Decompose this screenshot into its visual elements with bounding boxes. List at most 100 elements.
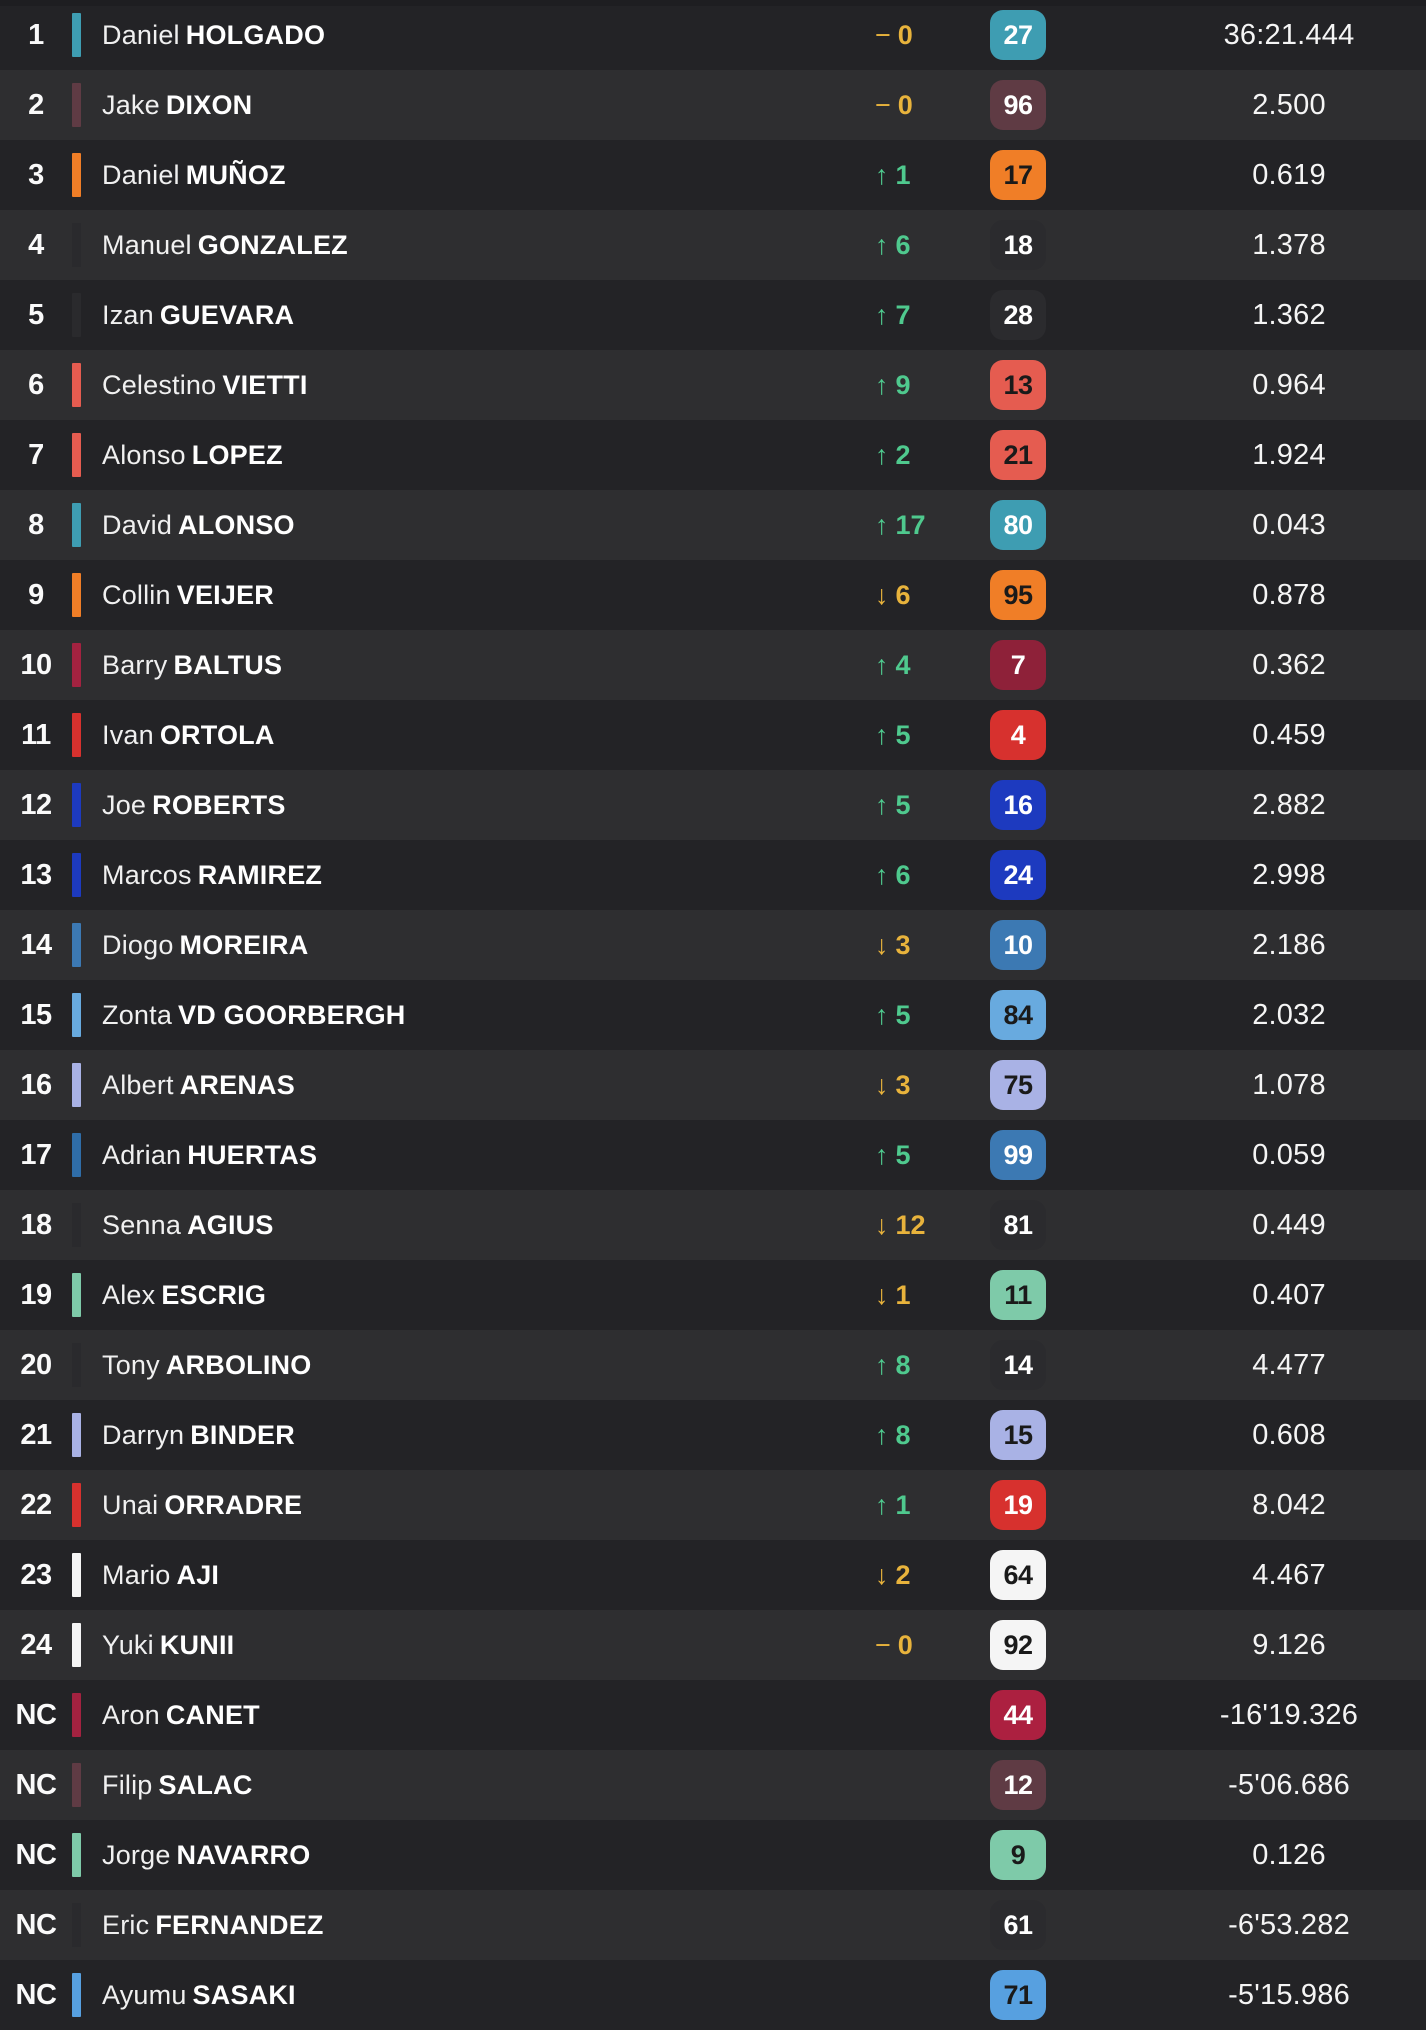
gap-time: 1.378	[1252, 228, 1326, 261]
position-label: 17	[20, 1138, 52, 1171]
rider-first-name: Collin	[102, 579, 171, 610]
rider-first-name: Adrian	[102, 1139, 182, 1170]
position-change-indicator: ↑ 1	[875, 1490, 948, 1521]
rider-name: Daniel MUÑOZ	[102, 160, 875, 191]
rider-last-name: DIXON	[165, 89, 253, 120]
rider-last-name: RAMIREZ	[197, 859, 323, 890]
result-row[interactable]: 20 Tony ARBOLINO ↑ 8 14 4.477	[0, 1330, 1426, 1400]
result-row[interactable]: 8 David ALONSO ↑ 17 80 0.043	[0, 490, 1426, 560]
rider-number-cell: 18	[948, 220, 1088, 270]
team-color-stripe	[72, 853, 81, 897]
rider-last-name: VD GOORBERGH	[178, 999, 406, 1030]
result-row[interactable]: 21 Darryn BINDER ↑ 8 15 0.608	[0, 1400, 1426, 1470]
position-label: 7	[28, 438, 44, 471]
rider-number-badge: 15	[990, 1410, 1046, 1460]
rider-last-name: ORRADRE	[164, 1489, 303, 1520]
rider-number-badge: 80	[990, 500, 1046, 550]
rider-number-badge: 11	[990, 1270, 1046, 1320]
result-row[interactable]: 7 Alonso LOPEZ ↑ 2 21 1.924	[0, 420, 1426, 490]
team-color-stripe	[72, 83, 81, 127]
result-row[interactable]: 18 Senna AGIUS ↓ 12 81 0.449	[0, 1190, 1426, 1260]
result-row[interactable]: 22 Unai ORRADRE ↑ 1 19 8.042	[0, 1470, 1426, 1540]
rider-last-name: LOPEZ	[191, 439, 283, 470]
rider-name: Celestino VIETTI	[102, 370, 875, 401]
result-row[interactable]: NC Jorge NAVARRO 9 0.126	[0, 1820, 1426, 1890]
change-value: 6	[895, 229, 911, 260]
result-row[interactable]: NC Ayumu SASAKI 71 -5'15.986	[0, 1960, 1426, 2030]
result-row[interactable]: 3 Daniel MUÑOZ ↑ 1 17 0.619	[0, 140, 1426, 210]
gap-time: 4.467	[1252, 1558, 1326, 1591]
result-row[interactable]: 14 Diogo MOREIRA ↓ 3 10 2.186	[0, 910, 1426, 980]
rider-number-cell: 71	[948, 1970, 1088, 2020]
result-row[interactable]: 12 Joe ROBERTS ↑ 5 16 2.882	[0, 770, 1426, 840]
position-change-indicator: ↓ 2	[875, 1560, 948, 1591]
rider-number-cell: 44	[948, 1690, 1088, 1740]
position-label: 18	[20, 1208, 52, 1241]
result-row[interactable]: 9 Collin VEIJER ↓ 6 95 0.878	[0, 560, 1426, 630]
result-row[interactable]: 4 Manuel GONZALEZ ↑ 6 18 1.378	[0, 210, 1426, 280]
rider-first-name: Darryn	[102, 1419, 185, 1450]
rider-name: Barry BALTUS	[102, 650, 875, 681]
result-row[interactable]: 16 Albert ARENAS ↓ 3 75 1.078	[0, 1050, 1426, 1120]
rider-last-name: ORTOLA	[159, 719, 275, 750]
result-row[interactable]: 15 Zonta VD GOORBERGH ↑ 5 84 2.032	[0, 980, 1426, 1050]
result-row[interactable]: 5 Izan GUEVARA ↑ 7 28 1.362	[0, 280, 1426, 350]
rider-number-cell: 12	[948, 1760, 1088, 1810]
result-row[interactable]: NC Filip SALAC 12 -5'06.686	[0, 1750, 1426, 1820]
gap-time: 0.619	[1252, 158, 1326, 191]
position-label: 23	[20, 1558, 52, 1591]
team-color-stripe	[72, 1063, 81, 1107]
rider-number-badge: 16	[990, 780, 1046, 830]
team-color-stripe	[72, 1553, 81, 1597]
rider-first-name: Barry	[102, 649, 168, 680]
position-label: 6	[28, 368, 44, 401]
position-label: NC	[15, 1698, 57, 1731]
rider-last-name: AJI	[176, 1559, 220, 1590]
result-row[interactable]: 19 Alex ESCRIG ↓ 1 11 0.407	[0, 1260, 1426, 1330]
position-change-indicator: ↓ 3	[875, 1070, 948, 1101]
gap-time: 9.126	[1252, 1628, 1326, 1661]
change-arrow-icon: −	[875, 89, 891, 120]
result-row[interactable]: 1 Daniel HOLGADO − 0 27 36:21.444	[0, 0, 1426, 70]
team-color-stripe	[72, 1483, 81, 1527]
gap-time: -6'53.282	[1228, 1908, 1350, 1941]
rider-first-name: Jake	[102, 89, 160, 120]
gap-time: 4.477	[1252, 1348, 1326, 1381]
team-color-stripe	[72, 153, 81, 197]
change-arrow-icon: −	[875, 19, 891, 50]
position-label: NC	[15, 1768, 57, 1801]
change-value: 6	[895, 859, 911, 890]
result-row[interactable]: 13 Marcos RAMIREZ ↑ 6 24 2.998	[0, 840, 1426, 910]
gap-time: 36:21.444	[1223, 18, 1355, 51]
rider-first-name: Tony	[102, 1349, 160, 1380]
rider-number-badge: 13	[990, 360, 1046, 410]
position-label: 11	[21, 718, 51, 751]
position-label: 13	[20, 858, 52, 891]
result-row[interactable]: 10 Barry BALTUS ↑ 4 7 0.362	[0, 630, 1426, 700]
rider-number-badge: 4	[990, 710, 1046, 760]
position-label: 16	[20, 1068, 52, 1101]
rider-number-badge: 44	[990, 1690, 1046, 1740]
rider-name: Ivan ORTOLA	[102, 720, 875, 751]
result-row[interactable]: 11 Ivan ORTOLA ↑ 5 4 0.459	[0, 700, 1426, 770]
result-row[interactable]: NC Eric FERNANDEZ 61 -6'53.282	[0, 1890, 1426, 1960]
team-color-stripe	[72, 363, 81, 407]
result-row[interactable]: 2 Jake DIXON − 0 96 2.500	[0, 70, 1426, 140]
rider-name: Collin VEIJER	[102, 580, 875, 611]
rider-first-name: Daniel	[102, 159, 180, 190]
result-row[interactable]: 6 Celestino VIETTI ↑ 9 13 0.964	[0, 350, 1426, 420]
rider-first-name: Marcos	[102, 859, 192, 890]
team-color-stripe	[72, 713, 81, 757]
team-color-stripe	[72, 993, 81, 1037]
result-row[interactable]: 23 Mario AJI ↓ 2 64 4.467	[0, 1540, 1426, 1610]
position-change-indicator: ↑ 5	[875, 1000, 948, 1031]
result-row[interactable]: 17 Adrian HUERTAS ↑ 5 99 0.059	[0, 1120, 1426, 1190]
rider-number-badge: 81	[990, 1200, 1046, 1250]
rider-number-badge: 7	[990, 640, 1046, 690]
result-row[interactable]: 24 Yuki KUNII − 0 92 9.126	[0, 1610, 1426, 1680]
rider-number-badge: 12	[990, 1760, 1046, 1810]
result-row[interactable]: NC Aron CANET 44 -16'19.326	[0, 1680, 1426, 1750]
rider-name: Adrian HUERTAS	[102, 1140, 875, 1171]
change-arrow-icon: ↑	[875, 1489, 889, 1520]
team-color-stripe	[72, 573, 81, 617]
